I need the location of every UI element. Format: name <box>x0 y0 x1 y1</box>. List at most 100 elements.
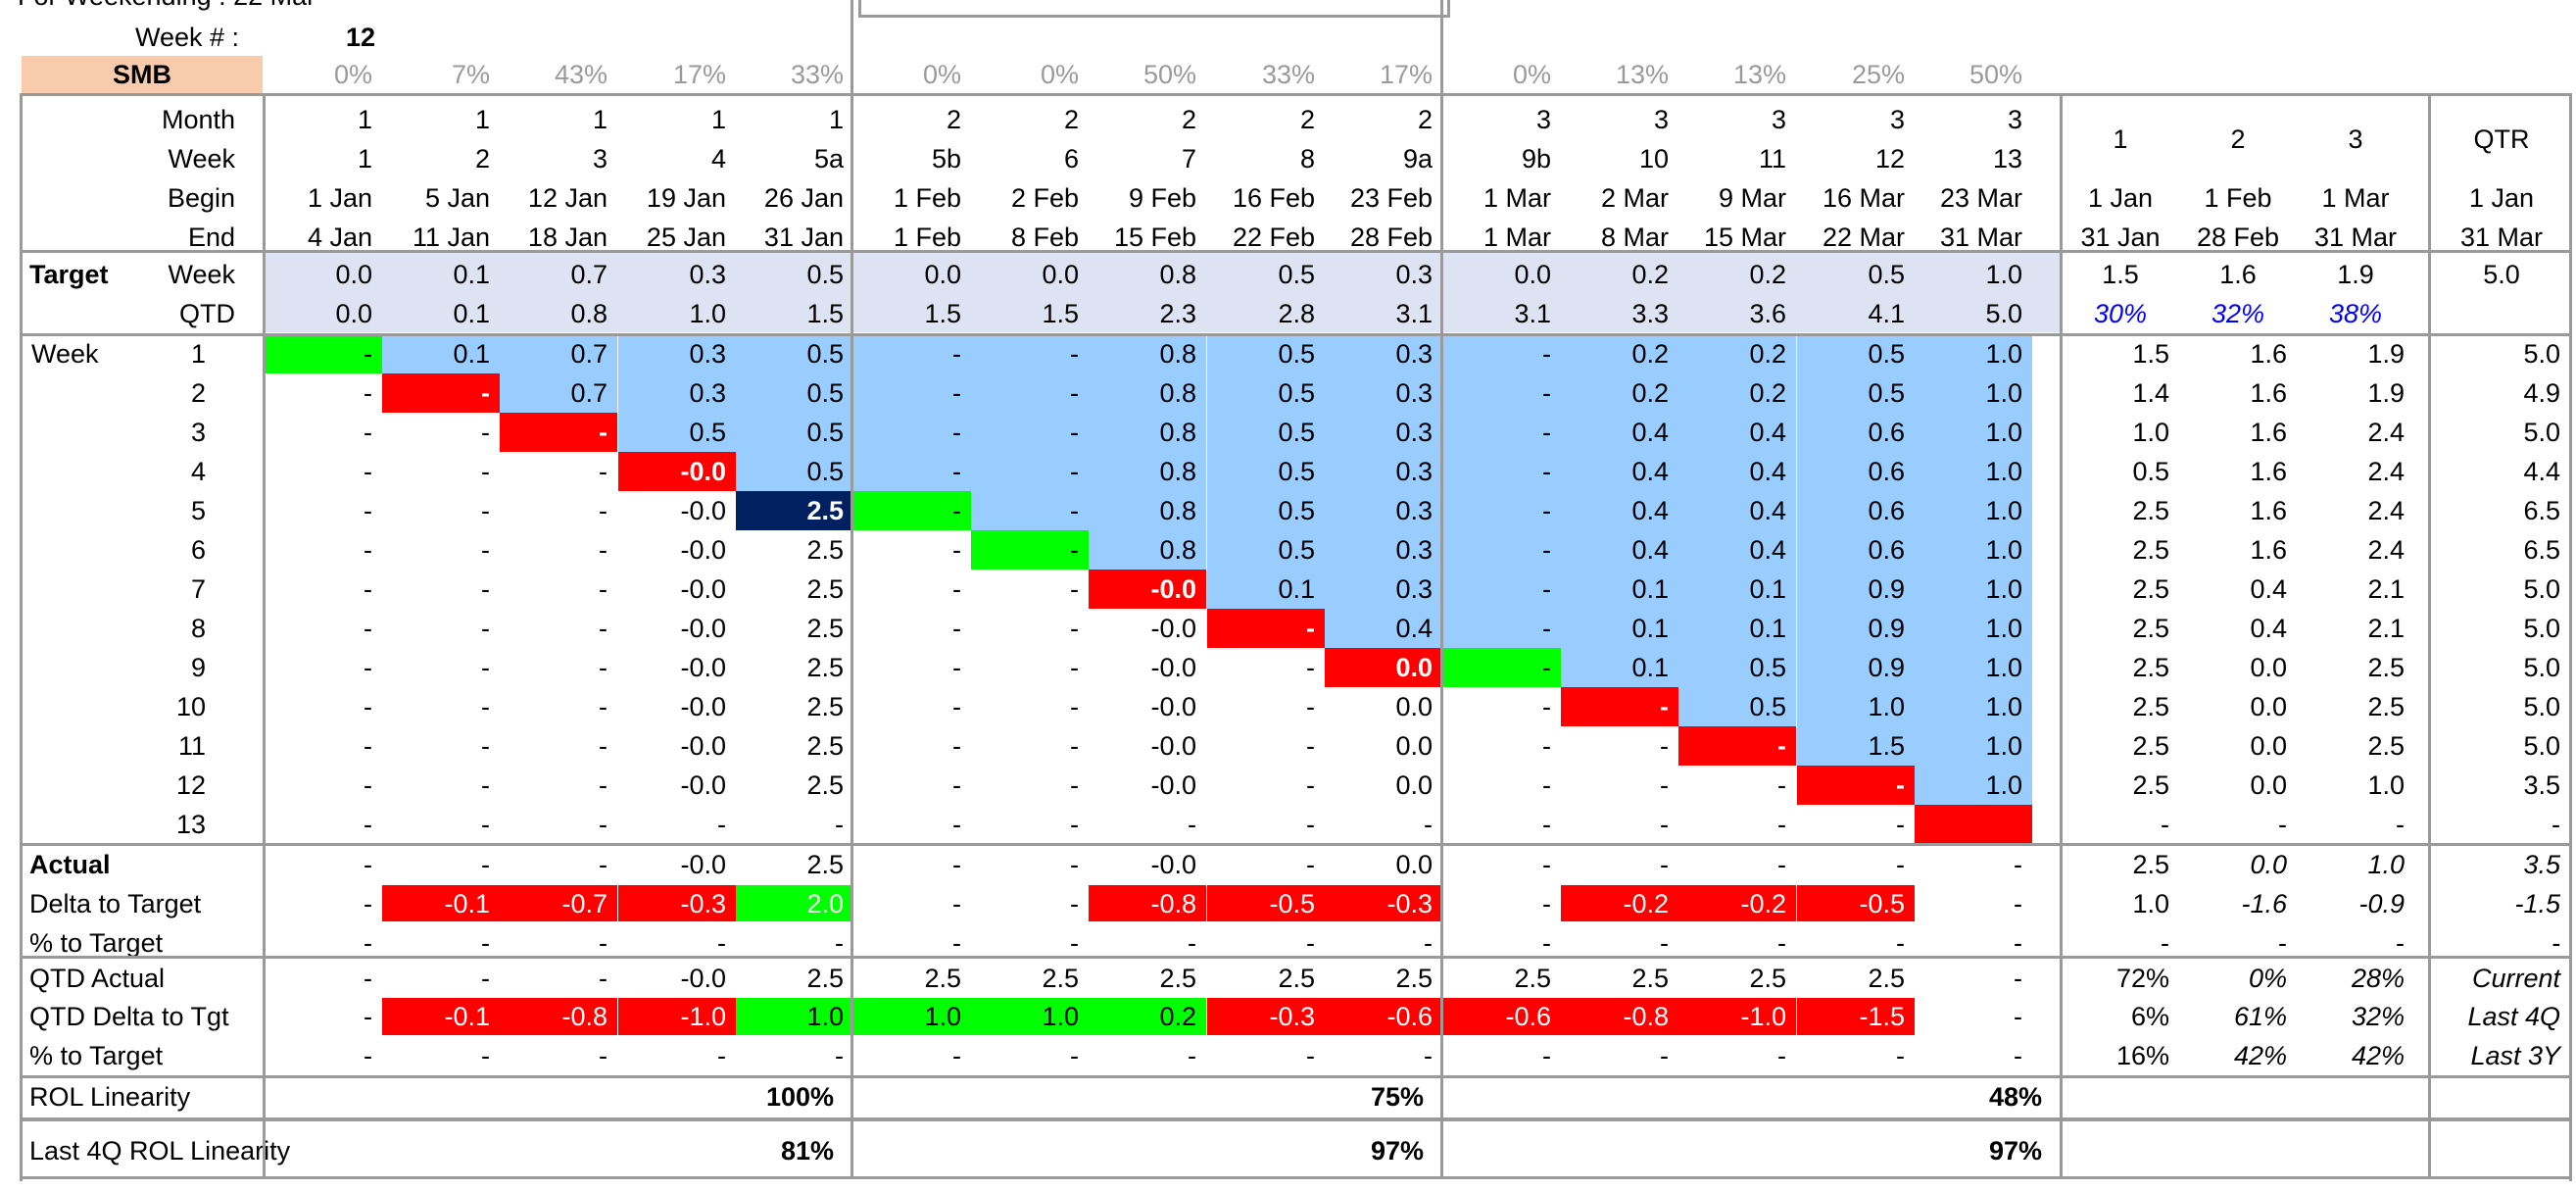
column-separator <box>263 93 266 1176</box>
grid-value: -0.0 <box>680 495 726 525</box>
grid-value: - <box>1070 534 1079 565</box>
header-end: 25 Jan <box>646 222 726 252</box>
target-band-fill <box>265 252 2062 332</box>
actual-delta-value: -0.8 <box>1150 888 1196 918</box>
target-qtd-label: QTD <box>179 298 235 328</box>
actual-delta-value: -0.7 <box>561 888 608 918</box>
qtd-month-value: 32% <box>2351 1001 2405 1031</box>
grid-value: - <box>364 652 372 682</box>
grid-value: 0.3 <box>1395 456 1433 486</box>
actual-actual-value: - <box>1542 849 1551 879</box>
week-pct: 0% <box>333 59 372 89</box>
grid-month-value: 2.4 <box>2367 456 2405 486</box>
grid-value: - <box>1070 417 1079 447</box>
grid-value: - <box>1070 377 1079 408</box>
qtd-month-value: 72% <box>2115 963 2169 993</box>
header-month: 1 <box>828 104 844 134</box>
qtd-delta-value: -0.6 <box>1386 1001 1433 1031</box>
header-begin: 2 Mar <box>1600 182 1669 213</box>
grid-value: - <box>364 573 372 604</box>
actual-pct-value: - <box>1424 927 1433 958</box>
grid-month-value: 2.5 <box>2132 652 2169 682</box>
qtd-delta-value: -0.6 <box>1505 1001 1551 1031</box>
grid-value: - <box>364 417 372 447</box>
header-week: 3 <box>592 143 608 174</box>
grid-value: 0.2 <box>1749 338 1786 369</box>
grid-value: 0.5 <box>1749 652 1786 682</box>
week-8-diag-fill <box>1089 570 1206 609</box>
qtd-pct-value: - <box>1306 1040 1315 1070</box>
grid-value: - <box>481 456 490 486</box>
grid-value: 0.4 <box>1749 417 1786 447</box>
actual-delta-value: -0.3 <box>1386 888 1433 918</box>
qtd-delta-fill <box>853 998 971 1035</box>
grid-value: - <box>952 730 961 761</box>
grid-value: - <box>481 613 490 643</box>
grid-week-label: Week <box>31 338 99 369</box>
qtd-pct-value: - <box>364 1040 372 1070</box>
grid-value: - <box>952 809 961 839</box>
grid-value: - <box>599 769 608 800</box>
grid-value: 1.0 <box>1985 456 2022 486</box>
actual-actual-value: - <box>1306 849 1315 879</box>
week-5-diag-fill <box>736 491 853 530</box>
grid-value: - <box>952 613 961 643</box>
actual-actual-value: - <box>2014 849 2022 879</box>
grid-value: 2.5 <box>806 691 844 721</box>
actual-pct-value: - <box>1070 927 1079 958</box>
rol-value: 100% <box>765 1081 834 1112</box>
grid-value: - <box>364 495 372 525</box>
qtd-delta-value: -0.1 <box>444 1001 490 1031</box>
header-week: 5a <box>813 143 844 174</box>
target-week-value: 0.7 <box>570 259 608 289</box>
column-separator <box>1440 0 1443 93</box>
grid-value: - <box>364 377 372 408</box>
grid-qtr-value: 5.0 <box>2523 691 2560 721</box>
week-3-diag-fill <box>500 413 617 452</box>
month-begin: 1 Jan <box>2087 182 2154 213</box>
grid-value: - <box>1542 495 1551 525</box>
actual-pct-value: - <box>717 927 726 958</box>
header-week: 13 <box>1992 143 2022 174</box>
delta-month-value: 1.0 <box>2132 888 2169 918</box>
chart-box-border <box>858 15 1450 18</box>
grid-value: -0.0 <box>1150 613 1196 643</box>
grid-month-value: 1.6 <box>2250 338 2287 369</box>
actual-actual-value: - <box>364 849 372 879</box>
grid-value: 0.5 <box>1278 456 1315 486</box>
chart-box <box>858 0 1450 18</box>
grid-week-number: 12 <box>175 769 206 800</box>
grid-value: 0.2 <box>1631 377 1669 408</box>
grid-value <box>1915 805 2032 844</box>
header-end: 8 Feb <box>1010 222 1079 252</box>
grid-value: 2.5 <box>806 613 844 643</box>
header-begin: 5 Jan <box>424 182 490 213</box>
grid-value: 1.0 <box>1985 730 2022 761</box>
qtd-delta-value: -1.5 <box>1859 1001 1905 1031</box>
grid-value: -0.0 <box>680 613 726 643</box>
header-month: 3 <box>1771 104 1786 134</box>
grid-value: - <box>1306 613 1315 643</box>
qtd-pct-value: - <box>717 1040 726 1070</box>
forecast-fill <box>853 334 971 491</box>
target-week-value: 0.0 <box>1514 259 1551 289</box>
grid-value: 0.4 <box>1631 417 1669 447</box>
grid-value: -0.0 <box>680 769 726 800</box>
qtd-pct-value: - <box>1070 1040 1079 1070</box>
delta-fill <box>1561 885 1678 921</box>
header-week: 5b <box>931 143 961 174</box>
week-pct: 0% <box>1040 59 1079 89</box>
delta-fill <box>382 885 500 921</box>
grid-value: - <box>1542 691 1551 721</box>
grid-value: - <box>1070 691 1079 721</box>
target-week-value: 0.5 <box>806 259 844 289</box>
grid-value: - <box>1070 613 1079 643</box>
qtr-end: 31 Mar <box>2459 222 2544 252</box>
grid-qtr-value: 5.0 <box>2523 613 2560 643</box>
grid-qtr-value: 5.0 <box>2523 417 2560 447</box>
grid-value: 0.1 <box>1278 573 1315 604</box>
row-separator <box>20 1119 2572 1121</box>
header-week: 9b <box>1521 143 1551 174</box>
grid-value: 0.1 <box>1631 613 1669 643</box>
